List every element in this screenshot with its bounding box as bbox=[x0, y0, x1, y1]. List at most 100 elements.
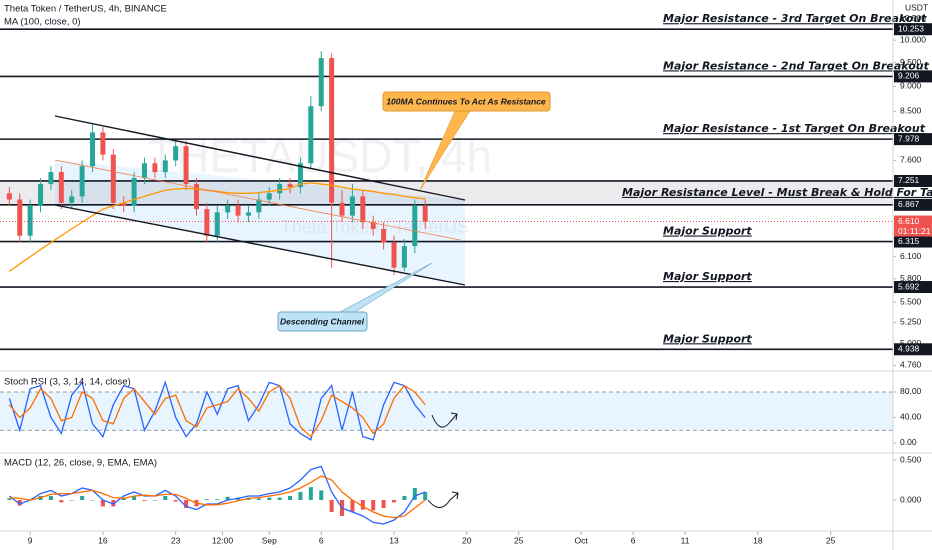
y-tick-label: 0.00 bbox=[900, 437, 917, 447]
candle-body bbox=[110, 154, 116, 203]
level-price-label: 6.315 bbox=[898, 236, 920, 246]
series-line bbox=[8, 465, 426, 525]
y-tick-label: 5.000 bbox=[900, 338, 922, 348]
level-price-box bbox=[894, 235, 932, 248]
x-tick-label: 6 bbox=[319, 535, 324, 545]
y-tick-label: 4.760 bbox=[900, 360, 922, 370]
histogram-bar bbox=[59, 500, 64, 503]
projection-arrow bbox=[431, 412, 458, 428]
histogram-bar bbox=[215, 499, 220, 500]
level-label: Major Support bbox=[663, 270, 752, 283]
callout-box bbox=[382, 91, 551, 112]
x-tick-label: Sep bbox=[262, 535, 277, 545]
histogram-bar bbox=[256, 498, 261, 500]
level-label: Major Resistance - 3rd Target On Breakou… bbox=[663, 12, 927, 25]
callout-box bbox=[277, 311, 368, 332]
candle-body bbox=[69, 196, 75, 203]
drawings: 100MA Continues To Act As Resistance Des… bbox=[54, 91, 551, 508]
histogram-bar bbox=[319, 490, 324, 500]
level-price-box bbox=[894, 23, 932, 36]
level-label: Major Resistance - 2nd Target On Breakou… bbox=[663, 59, 930, 72]
y-tick-label: 40.00 bbox=[900, 412, 922, 422]
level-price-label: 7.978 bbox=[898, 133, 920, 143]
zone-label: Major Resistance Level - Must Break & Ho… bbox=[622, 186, 932, 199]
histogram-bar bbox=[267, 497, 272, 500]
series-line bbox=[9, 475, 426, 519]
x-tick-label: 6 bbox=[631, 535, 636, 545]
current-price-box bbox=[894, 215, 932, 237]
histogram-bar bbox=[288, 496, 293, 500]
y-tick-label: 0.000 bbox=[900, 494, 922, 504]
resistance-zone bbox=[0, 180, 893, 205]
candle-body bbox=[214, 212, 220, 236]
histogram-bar bbox=[360, 500, 365, 510]
candle-body bbox=[225, 205, 231, 213]
chart-title: Theta Token / TetherUS, 4h, BINANCE bbox=[4, 4, 167, 15]
candle-body bbox=[38, 184, 44, 206]
y-tick-label: 5.800 bbox=[900, 273, 922, 283]
histogram-bar bbox=[17, 500, 22, 506]
callout-text: Descending Channel bbox=[280, 316, 365, 326]
x-tick-label: 23 bbox=[171, 535, 181, 545]
channel-mid bbox=[54, 159, 461, 241]
histogram-bar bbox=[298, 492, 303, 500]
band-fill bbox=[0, 391, 893, 431]
y-tick-label: 5.500 bbox=[900, 296, 922, 306]
x-tick-label: 12:00 bbox=[212, 535, 234, 545]
candle-body bbox=[152, 163, 158, 173]
candle-body bbox=[329, 58, 335, 203]
candle-body bbox=[422, 205, 428, 222]
candle-body bbox=[100, 132, 106, 155]
candle-body bbox=[266, 193, 272, 200]
candle-body bbox=[370, 222, 376, 229]
y-tick-label: 0.500 bbox=[900, 454, 922, 464]
histogram-bar bbox=[163, 496, 168, 500]
candle-body bbox=[58, 172, 64, 203]
histogram-bar bbox=[80, 496, 85, 500]
candle-body bbox=[183, 146, 189, 185]
histogram-bar bbox=[69, 500, 74, 501]
x-tick-label: 13 bbox=[389, 535, 399, 545]
level-label: Major Support bbox=[663, 332, 752, 345]
y-tick-label: 8.500 bbox=[900, 106, 922, 116]
histogram-bar bbox=[100, 500, 105, 507]
histogram-bar bbox=[329, 500, 334, 512]
histogram-bar bbox=[308, 487, 313, 500]
candle-body bbox=[339, 202, 345, 216]
level-price-label: 5.692 bbox=[898, 281, 920, 291]
candle-body bbox=[308, 106, 314, 164]
histogram-bar bbox=[381, 500, 386, 508]
indicator-label: Stoch RSI (3, 3, 14, 14, close) bbox=[4, 377, 131, 388]
candle-body bbox=[401, 246, 407, 268]
candle-body bbox=[235, 205, 241, 216]
candle-body bbox=[287, 184, 293, 188]
y-tick-label: 10.500 bbox=[900, 13, 926, 23]
candle-body bbox=[245, 212, 251, 216]
candle-body bbox=[193, 184, 199, 210]
channel-lower bbox=[54, 204, 466, 286]
x-tick-label: 9 bbox=[28, 535, 33, 545]
y-tick-label: 10.000 bbox=[900, 34, 926, 44]
candle-body bbox=[349, 196, 355, 216]
candle-body bbox=[297, 163, 303, 188]
histogram-bar bbox=[402, 496, 407, 500]
level-price-box bbox=[894, 281, 932, 294]
histogram-bar bbox=[371, 500, 376, 511]
y-tick-label: 9.000 bbox=[900, 81, 922, 91]
x-tick-label: 18 bbox=[753, 535, 763, 545]
indicator-label: MA (100, close, 0) bbox=[4, 17, 81, 28]
level-price-label: 7.251 bbox=[898, 175, 920, 185]
indicator-label: MACD (12, 26, close, 9, EMA, EMA) bbox=[4, 458, 157, 469]
level-price-box bbox=[894, 133, 932, 146]
level-price-label: 6.867 bbox=[898, 199, 920, 209]
channel-upper bbox=[54, 115, 466, 201]
series-line bbox=[8, 380, 426, 441]
x-tick-label: 25 bbox=[514, 535, 524, 545]
histogram-bar bbox=[277, 497, 282, 500]
level-price-label: 9.206 bbox=[898, 71, 920, 81]
level-label: Major Support bbox=[663, 225, 752, 238]
histogram-bar bbox=[7, 498, 12, 500]
current-price-label: 6.610 bbox=[898, 216, 920, 226]
candle-body bbox=[173, 146, 179, 161]
candle-body bbox=[391, 242, 397, 268]
